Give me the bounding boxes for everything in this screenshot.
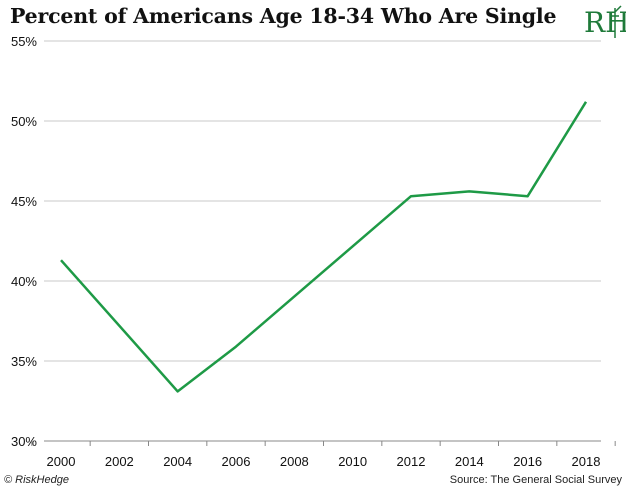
gridlines: [44, 40, 601, 362]
y-tick-label: 40%: [11, 274, 37, 289]
logo-text: RH: [584, 6, 626, 39]
y-tick-label: 45%: [11, 194, 37, 209]
x-tick-label: 2000: [47, 454, 76, 469]
y-tick-label: 50%: [11, 114, 37, 129]
y-tick-label: 30%: [11, 434, 37, 449]
x-tick-label: 2010: [338, 454, 367, 469]
series-line: [60, 101, 588, 393]
x-axis-ticks: 2000 2002 2004 2006 2008 2010 2012 2014 2016 2018: [47, 454, 601, 469]
logo-mark: [611, 5, 622, 38]
credit-text: © RiskHedge: [4, 474, 69, 486]
x-tick-label: 2016: [513, 454, 542, 469]
x-tick-label: 2006: [222, 454, 251, 469]
series-group: [60, 101, 588, 393]
riskhedge-logo: RH: [584, 5, 626, 39]
x-tick-label: 2012: [397, 454, 426, 469]
x-tick-label: 2018: [572, 454, 601, 469]
x-tick-label: 2004: [163, 454, 192, 469]
y-axis-ticks: 30% 35% 40% 45% 50% 55%: [11, 34, 37, 449]
y-tick-label: 35%: [11, 354, 37, 369]
x-tick-label: 2002: [105, 454, 134, 469]
y-tick-label: 55%: [11, 34, 37, 49]
source-text: Source: The General Social Survey: [449, 474, 622, 486]
chart-title: Percent of Americans Age 18-34 Who Are S…: [10, 4, 557, 28]
x-axis-tickmarks: [31, 441, 616, 446]
x-tick-label: 2008: [280, 454, 309, 469]
x-tick-label: 2014: [455, 454, 484, 469]
